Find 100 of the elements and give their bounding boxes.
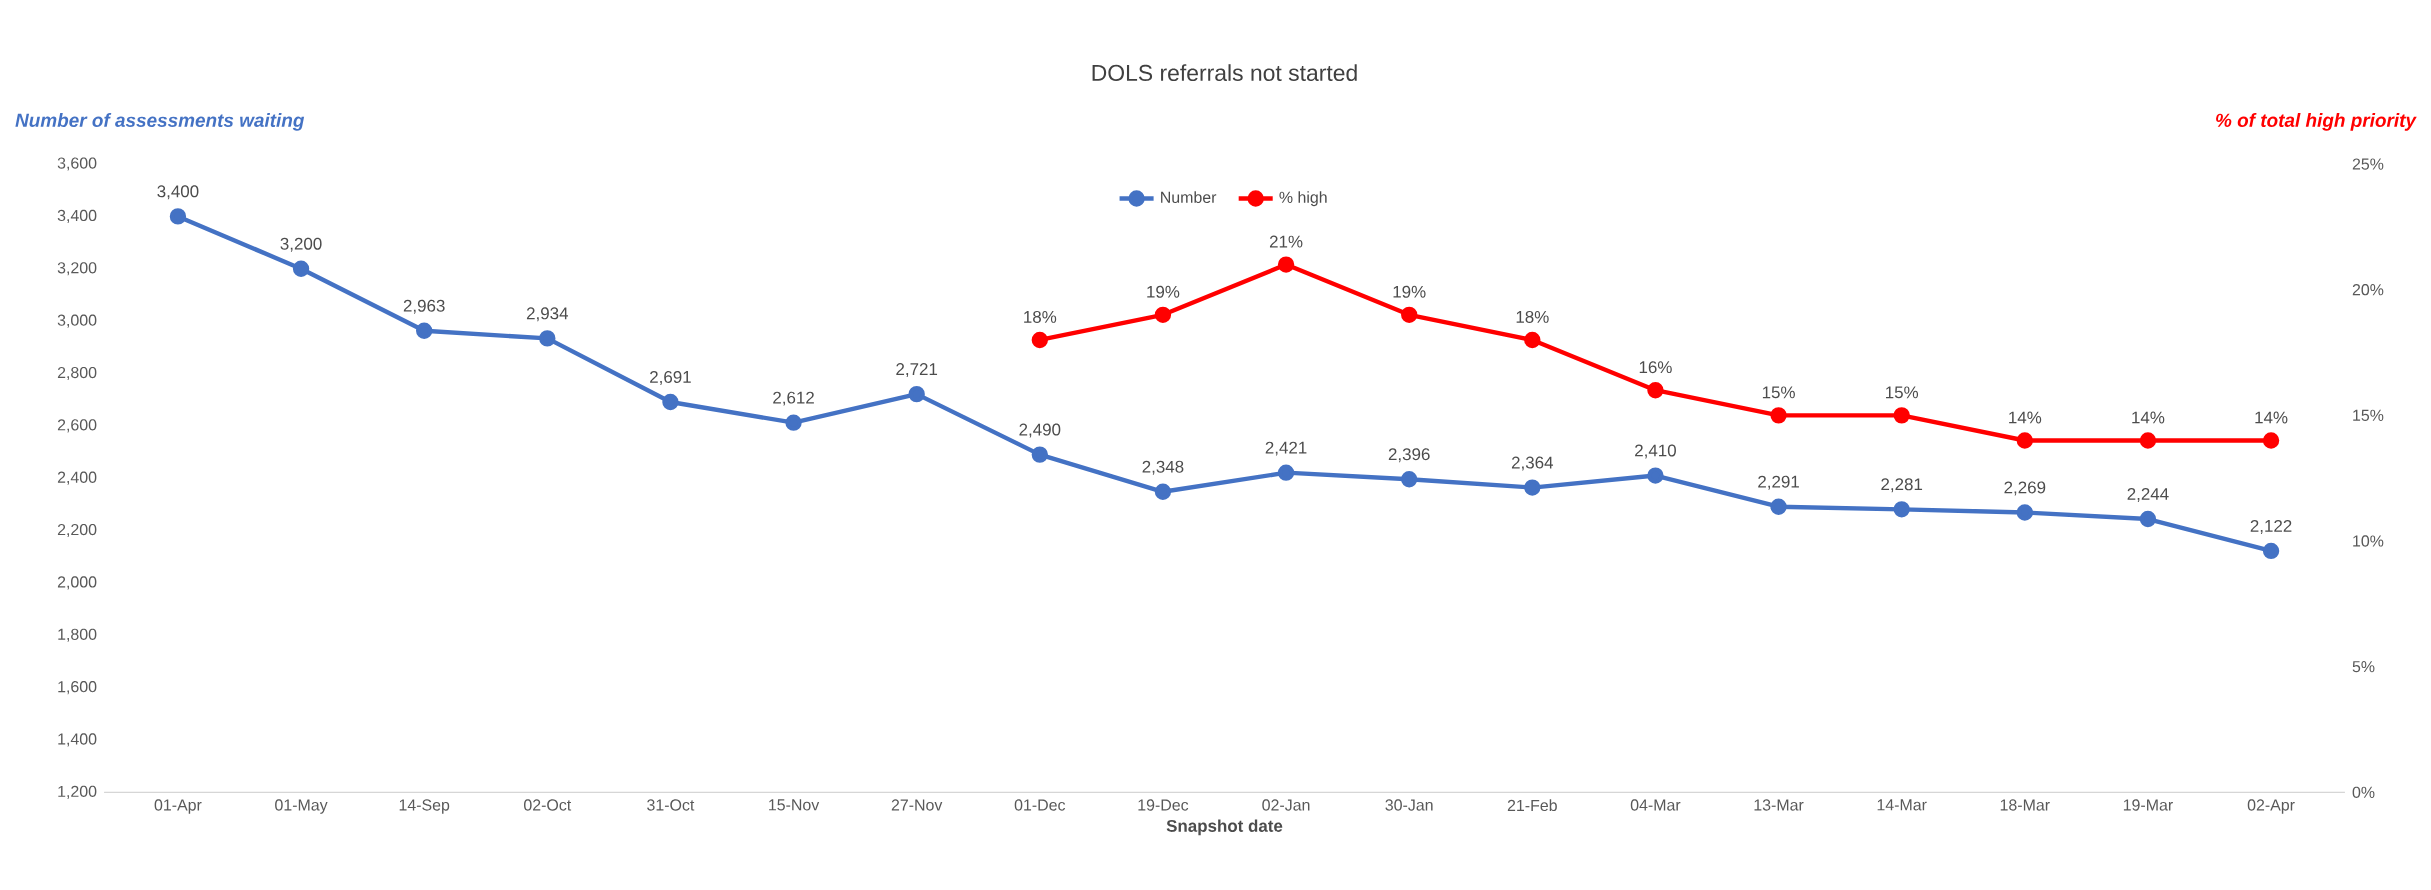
data-label: 2,281 xyxy=(1881,478,1923,493)
y-tick-label: 2,800 xyxy=(57,366,97,380)
data-label: 3,200 xyxy=(280,237,322,252)
y2-axis-title: % of total high priority xyxy=(2216,112,2417,131)
y2-tick-label: 5% xyxy=(2352,660,2375,673)
x-tick-label: 02-Jan xyxy=(1262,799,1310,811)
data-label: 2,490 xyxy=(1019,423,1061,438)
point xyxy=(1277,464,1295,481)
point xyxy=(2262,542,2280,559)
y2-tick-label: 25% xyxy=(2352,158,2384,170)
y-tick-label: 2,200 xyxy=(57,523,97,537)
x-tick-label: 04-Mar xyxy=(1630,799,1681,811)
y-tick-label: 1,400 xyxy=(58,733,97,747)
data-label: 19% xyxy=(1393,285,1426,298)
x-tick-label: 15-Nov xyxy=(769,799,820,811)
point xyxy=(1154,483,1172,500)
data-label: 2,364 xyxy=(1511,456,1554,471)
data-label: 14% xyxy=(2132,411,2165,424)
x-tick-label: 01-Apr xyxy=(154,799,202,814)
data-label: 21% xyxy=(1269,235,1303,248)
data-label: 2,348 xyxy=(1142,460,1184,475)
x-tick-label: 18-Mar xyxy=(2000,799,2050,811)
x-axis-title: Snapshot date xyxy=(1166,819,1283,836)
y-tick-label: 1,600 xyxy=(58,680,97,694)
point xyxy=(169,208,187,225)
point xyxy=(1647,381,1664,399)
data-label: 2,122 xyxy=(2250,519,2292,534)
x-tick-label: 02-Oct xyxy=(524,799,572,811)
point xyxy=(2139,510,2157,528)
y-tick-label: 1,800 xyxy=(58,628,97,642)
y-tick-label: 3,000 xyxy=(57,314,97,328)
point xyxy=(1524,479,1541,496)
x-tick-label: 27-Nov xyxy=(891,799,943,811)
x-tick-label: 14-Sep xyxy=(399,799,450,814)
data-label: 2,396 xyxy=(1388,448,1430,462)
y2-tick-label: 0% xyxy=(2352,786,2375,798)
data-label: 2,721 xyxy=(896,362,938,377)
point xyxy=(2016,504,2033,521)
data-label: 2,410 xyxy=(1635,444,1676,459)
y-tick-label: 2,600 xyxy=(57,419,97,433)
point xyxy=(1401,470,1418,488)
y2-tick-label: 20% xyxy=(2352,283,2384,296)
x-tick-label: 14-Mar xyxy=(1877,799,1927,811)
point xyxy=(1031,331,1048,348)
y-axis-title: Number of assessments waiting xyxy=(15,112,305,131)
data-label: 15% xyxy=(1886,386,1919,399)
y-tick-label: 2,000 xyxy=(57,576,97,590)
point xyxy=(1031,446,1048,463)
point xyxy=(292,260,310,277)
x-tick-label: 19-Dec xyxy=(1138,799,1189,811)
point xyxy=(1277,256,1295,273)
data-label: 14% xyxy=(2009,411,2042,424)
x-tick-label: 02-Apr xyxy=(2247,799,2295,814)
x-tick-label: 13-Mar xyxy=(1754,799,1804,811)
data-label: 2,963 xyxy=(403,299,445,314)
data-label: 2,421 xyxy=(1265,441,1307,456)
data-label: 2,691 xyxy=(650,370,691,385)
x-tick-label: 01-May xyxy=(275,799,328,814)
point xyxy=(416,322,433,339)
data-label: 2,269 xyxy=(2004,481,2046,496)
data-label: 2,244 xyxy=(2127,487,2169,502)
point xyxy=(1770,498,1787,515)
point xyxy=(539,330,556,347)
point xyxy=(2016,432,2033,449)
y2-tick-label: 10% xyxy=(2353,535,2384,547)
data-label: 2,612 xyxy=(773,391,814,406)
legend-label: Number xyxy=(1161,191,1217,203)
point xyxy=(908,385,925,403)
x-tick-label: 01-Dec xyxy=(1014,799,1066,811)
data-label: 16% xyxy=(1639,361,1672,373)
point xyxy=(1154,306,1172,323)
legend-label: % high xyxy=(1279,191,1327,206)
x-tick-label: 21-Feb xyxy=(1507,799,1557,811)
point xyxy=(1401,306,1418,323)
x-tick-label: 19-Mar xyxy=(2123,799,2173,811)
data-label: 19% xyxy=(1147,285,1180,298)
y-tick-label: 1,200 xyxy=(58,785,97,799)
data-label: 3,400 xyxy=(157,185,199,200)
data-label: 15% xyxy=(1762,386,1795,399)
data-label: 14% xyxy=(2255,411,2288,424)
point xyxy=(785,414,802,431)
x-tick-label: 30-Jan xyxy=(1385,799,1433,811)
y-tick-label: 3,200 xyxy=(57,262,97,276)
point xyxy=(1893,407,1910,424)
point xyxy=(1770,407,1787,424)
point xyxy=(2139,432,2157,449)
chart-title: DOLS referrals not started xyxy=(1092,64,1357,81)
x-tick-label: 31-Oct xyxy=(647,799,695,811)
y-tick-label: 3,400 xyxy=(57,209,97,223)
y2-tick-label: 15% xyxy=(2353,409,2384,421)
y-tick-label: 2,400 xyxy=(57,471,97,485)
data-label: 2,934 xyxy=(526,307,569,322)
point xyxy=(1893,500,1910,518)
point xyxy=(1647,467,1664,484)
y-tick-label: 3,600 xyxy=(57,157,97,171)
data-label: 2,291 xyxy=(1758,475,1799,490)
data-label: 18% xyxy=(1516,310,1549,323)
point xyxy=(662,393,679,411)
point xyxy=(2262,432,2280,449)
data-label: 18% xyxy=(1024,310,1057,323)
